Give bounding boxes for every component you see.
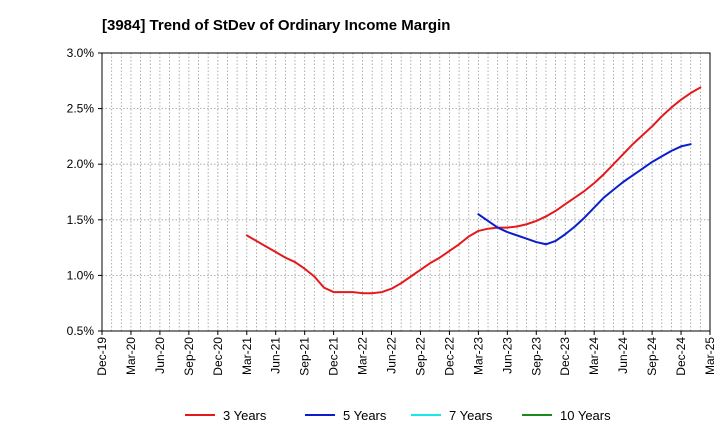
x-tick-label: Sep-22 bbox=[413, 337, 427, 376]
x-tick-label: Jun-22 bbox=[385, 337, 399, 374]
legend-label: 7 Years bbox=[449, 408, 493, 423]
y-tick-label: 1.5% bbox=[67, 213, 95, 227]
x-tick-label: Jun-21 bbox=[269, 337, 283, 374]
y-axis: 0.5% 1.0% 1.5% 2.0% 2.5% 3.0% bbox=[67, 46, 102, 338]
legend: 3 Years 5 Years 7 Years 10 Years bbox=[185, 408, 611, 423]
x-tick-label: Sep-20 bbox=[182, 337, 196, 376]
y-tick-label: 2.5% bbox=[67, 102, 95, 116]
y-tick-label: 3.0% bbox=[67, 46, 95, 60]
legend-label: 5 Years bbox=[343, 408, 387, 423]
legend-label: 10 Years bbox=[560, 408, 611, 423]
x-tick-label: Mar-24 bbox=[587, 337, 601, 375]
x-tick-label: Mar-25 bbox=[703, 337, 717, 375]
plot-frame bbox=[101, 52, 711, 332]
x-tick-label: Dec-20 bbox=[211, 337, 225, 376]
x-axis: Dec-19 Mar-20 Jun-20 Sep-20 Dec-20 Mar-21 Jun-… bbox=[95, 331, 717, 376]
grid-lines bbox=[102, 52, 710, 332]
x-tick-label: Dec-22 bbox=[442, 337, 456, 376]
series-line-5-years bbox=[477, 143, 692, 246]
x-tick-label: Dec-21 bbox=[327, 337, 341, 376]
legend-label: 3 Years bbox=[223, 408, 267, 423]
y-tick-label: 0.5% bbox=[67, 324, 95, 338]
x-tick-label: Jun-24 bbox=[616, 337, 630, 374]
x-tick-label: Mar-22 bbox=[356, 337, 370, 375]
x-tick-label: Dec-24 bbox=[674, 337, 688, 376]
series-line-3-years bbox=[245, 86, 702, 295]
x-tick-label: Jun-23 bbox=[500, 337, 514, 374]
y-tick-label: 2.0% bbox=[67, 157, 95, 171]
x-tick-label: Mar-20 bbox=[124, 337, 138, 375]
x-tick-label: Sep-24 bbox=[645, 337, 659, 376]
x-tick-label: Mar-23 bbox=[471, 337, 485, 375]
x-tick-label: Sep-21 bbox=[298, 337, 312, 376]
x-tick-label: Sep-23 bbox=[529, 337, 543, 376]
y-tick-label: 1.0% bbox=[67, 268, 95, 282]
chart-title: [3984] Trend of StDev of Ordinary Income… bbox=[102, 17, 450, 34]
x-tick-label: Jun-20 bbox=[153, 337, 167, 374]
x-tick-label: Dec-19 bbox=[95, 337, 109, 376]
x-tick-label: Mar-21 bbox=[240, 337, 254, 375]
series-lines bbox=[245, 86, 702, 295]
x-tick-label: Dec-23 bbox=[558, 337, 572, 376]
